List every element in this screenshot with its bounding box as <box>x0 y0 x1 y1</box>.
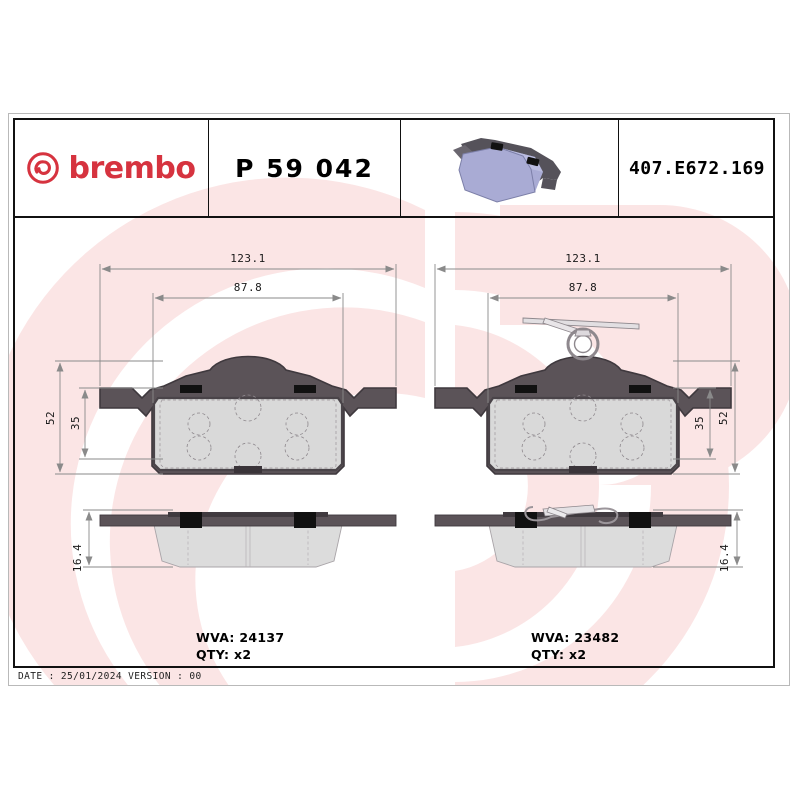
pad-left-wva: WVA: 24137 <box>196 630 285 645</box>
brand-cell: brembo <box>13 118 208 218</box>
dim-left-overall-width: 123.1 <box>230 252 266 265</box>
pad-right-info-block: WVA: 23482 QTY: x2 <box>531 629 619 663</box>
pad-left-side-view <box>99 511 397 568</box>
pad-left-info-block: WVA: 24137 QTY: x2 <box>196 629 284 663</box>
product-code: P 59 042 <box>235 153 374 183</box>
dim-right-inner-height: 35 <box>693 416 706 430</box>
reference-number: 407.E672.169 <box>628 157 766 179</box>
reference-cell: 407.E672.169 <box>618 118 775 218</box>
dim-right-overall-width: 123.1 <box>565 252 601 265</box>
pad-right-plan-view <box>433 316 733 476</box>
thumbnail-cell <box>400 118 618 218</box>
pad-right-qty: QTY: x2 <box>531 647 587 662</box>
pad-right-side-view <box>434 504 732 568</box>
dim-left-inner-height: 35 <box>69 416 82 430</box>
dim-left-overall-height: 52 <box>44 411 57 425</box>
technical-drawing: 123.1 87.8 52 35 16.4 <box>44 252 743 573</box>
pad-right-wva: WVA: 23482 <box>531 630 620 645</box>
sheet-outer-border <box>8 113 790 686</box>
product-code-cell: P 59 042 <box>208 118 400 218</box>
sheet-footer-date: DATE : 25/01/2024 VERSION : 00 <box>18 671 202 682</box>
dim-right-thickness: 16.4 <box>718 544 731 573</box>
dim-left-thickness: 16.4 <box>71 544 84 573</box>
title-block: brembo P 59 042 407.E672.169 <box>13 118 775 218</box>
brembo-circle-logo-icon <box>26 152 59 184</box>
brake-pad-3d-thumbnail-icon <box>452 138 561 203</box>
dim-right-inner-width: 87.8 <box>569 281 598 294</box>
pad-left-plan-view <box>98 355 398 476</box>
dim-left-inner-width: 87.8 <box>234 281 263 294</box>
dim-right-overall-height: 52 <box>717 411 730 425</box>
brand-wordmark: brembo <box>68 150 196 186</box>
pad-left-qty: QTY: x2 <box>196 647 252 662</box>
